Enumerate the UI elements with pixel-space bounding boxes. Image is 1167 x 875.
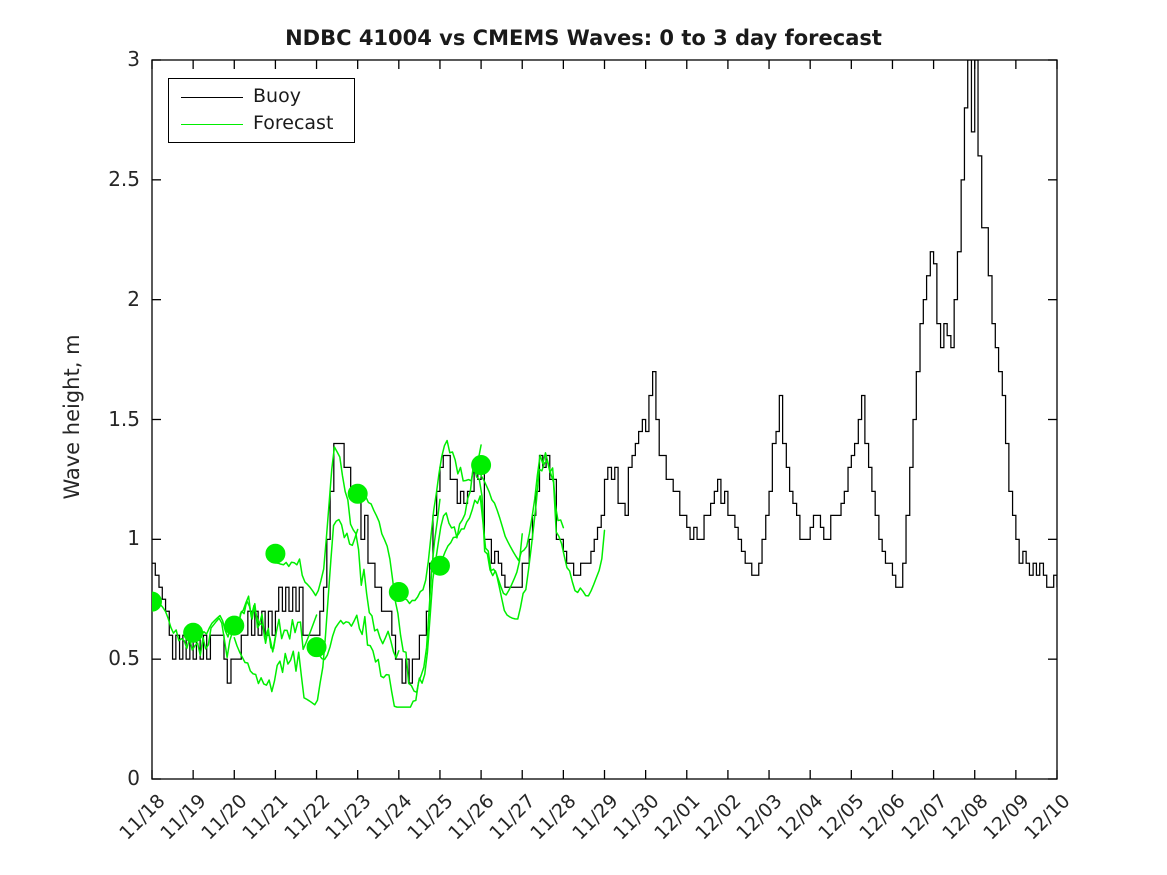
forecast-start-marker bbox=[152, 591, 162, 612]
forecast-start-marker bbox=[224, 615, 245, 636]
y-tick-label: 3 bbox=[127, 47, 140, 71]
y-tick-label: 1.5 bbox=[108, 406, 140, 431]
legend-swatch-buoy bbox=[181, 97, 243, 98]
forecast-start-marker bbox=[183, 622, 204, 643]
axes-frame bbox=[151, 59, 1058, 780]
chart-legend: Buoy Forecast bbox=[168, 78, 355, 143]
forecast-start-markers bbox=[152, 455, 492, 658]
legend-entry-forecast: Forecast bbox=[169, 112, 354, 138]
y-tick-label: 2.5 bbox=[108, 166, 140, 191]
y-tick-label: 2 bbox=[127, 286, 140, 311]
legend-swatch-forecast bbox=[181, 124, 243, 125]
legend-entry-buoy: Buoy bbox=[169, 85, 354, 111]
series-forecast-lines bbox=[152, 439, 606, 708]
forecast-start-marker bbox=[265, 543, 286, 564]
forecast-start-marker bbox=[471, 455, 492, 476]
legend-label-forecast: Forecast bbox=[253, 112, 334, 134]
y-tick-label: 1 bbox=[127, 526, 140, 551]
y-tick-label: 0.5 bbox=[108, 646, 140, 671]
forecast-start-marker bbox=[388, 582, 409, 603]
forecast-start-marker bbox=[429, 555, 450, 576]
forecast-start-marker bbox=[306, 637, 327, 658]
y-axis-ticks bbox=[152, 59, 1057, 780]
y-tick-label: 0 bbox=[127, 766, 140, 790]
x-axis-ticks bbox=[151, 60, 1058, 779]
chart-title: NDBC 41004 vs CMEMS Waves: 0 to 3 day fo… bbox=[285, 26, 882, 50]
series-buoy-line bbox=[152, 60, 1057, 684]
legend-label-buoy: Buoy bbox=[253, 85, 301, 107]
forecast-start-marker bbox=[347, 483, 368, 504]
